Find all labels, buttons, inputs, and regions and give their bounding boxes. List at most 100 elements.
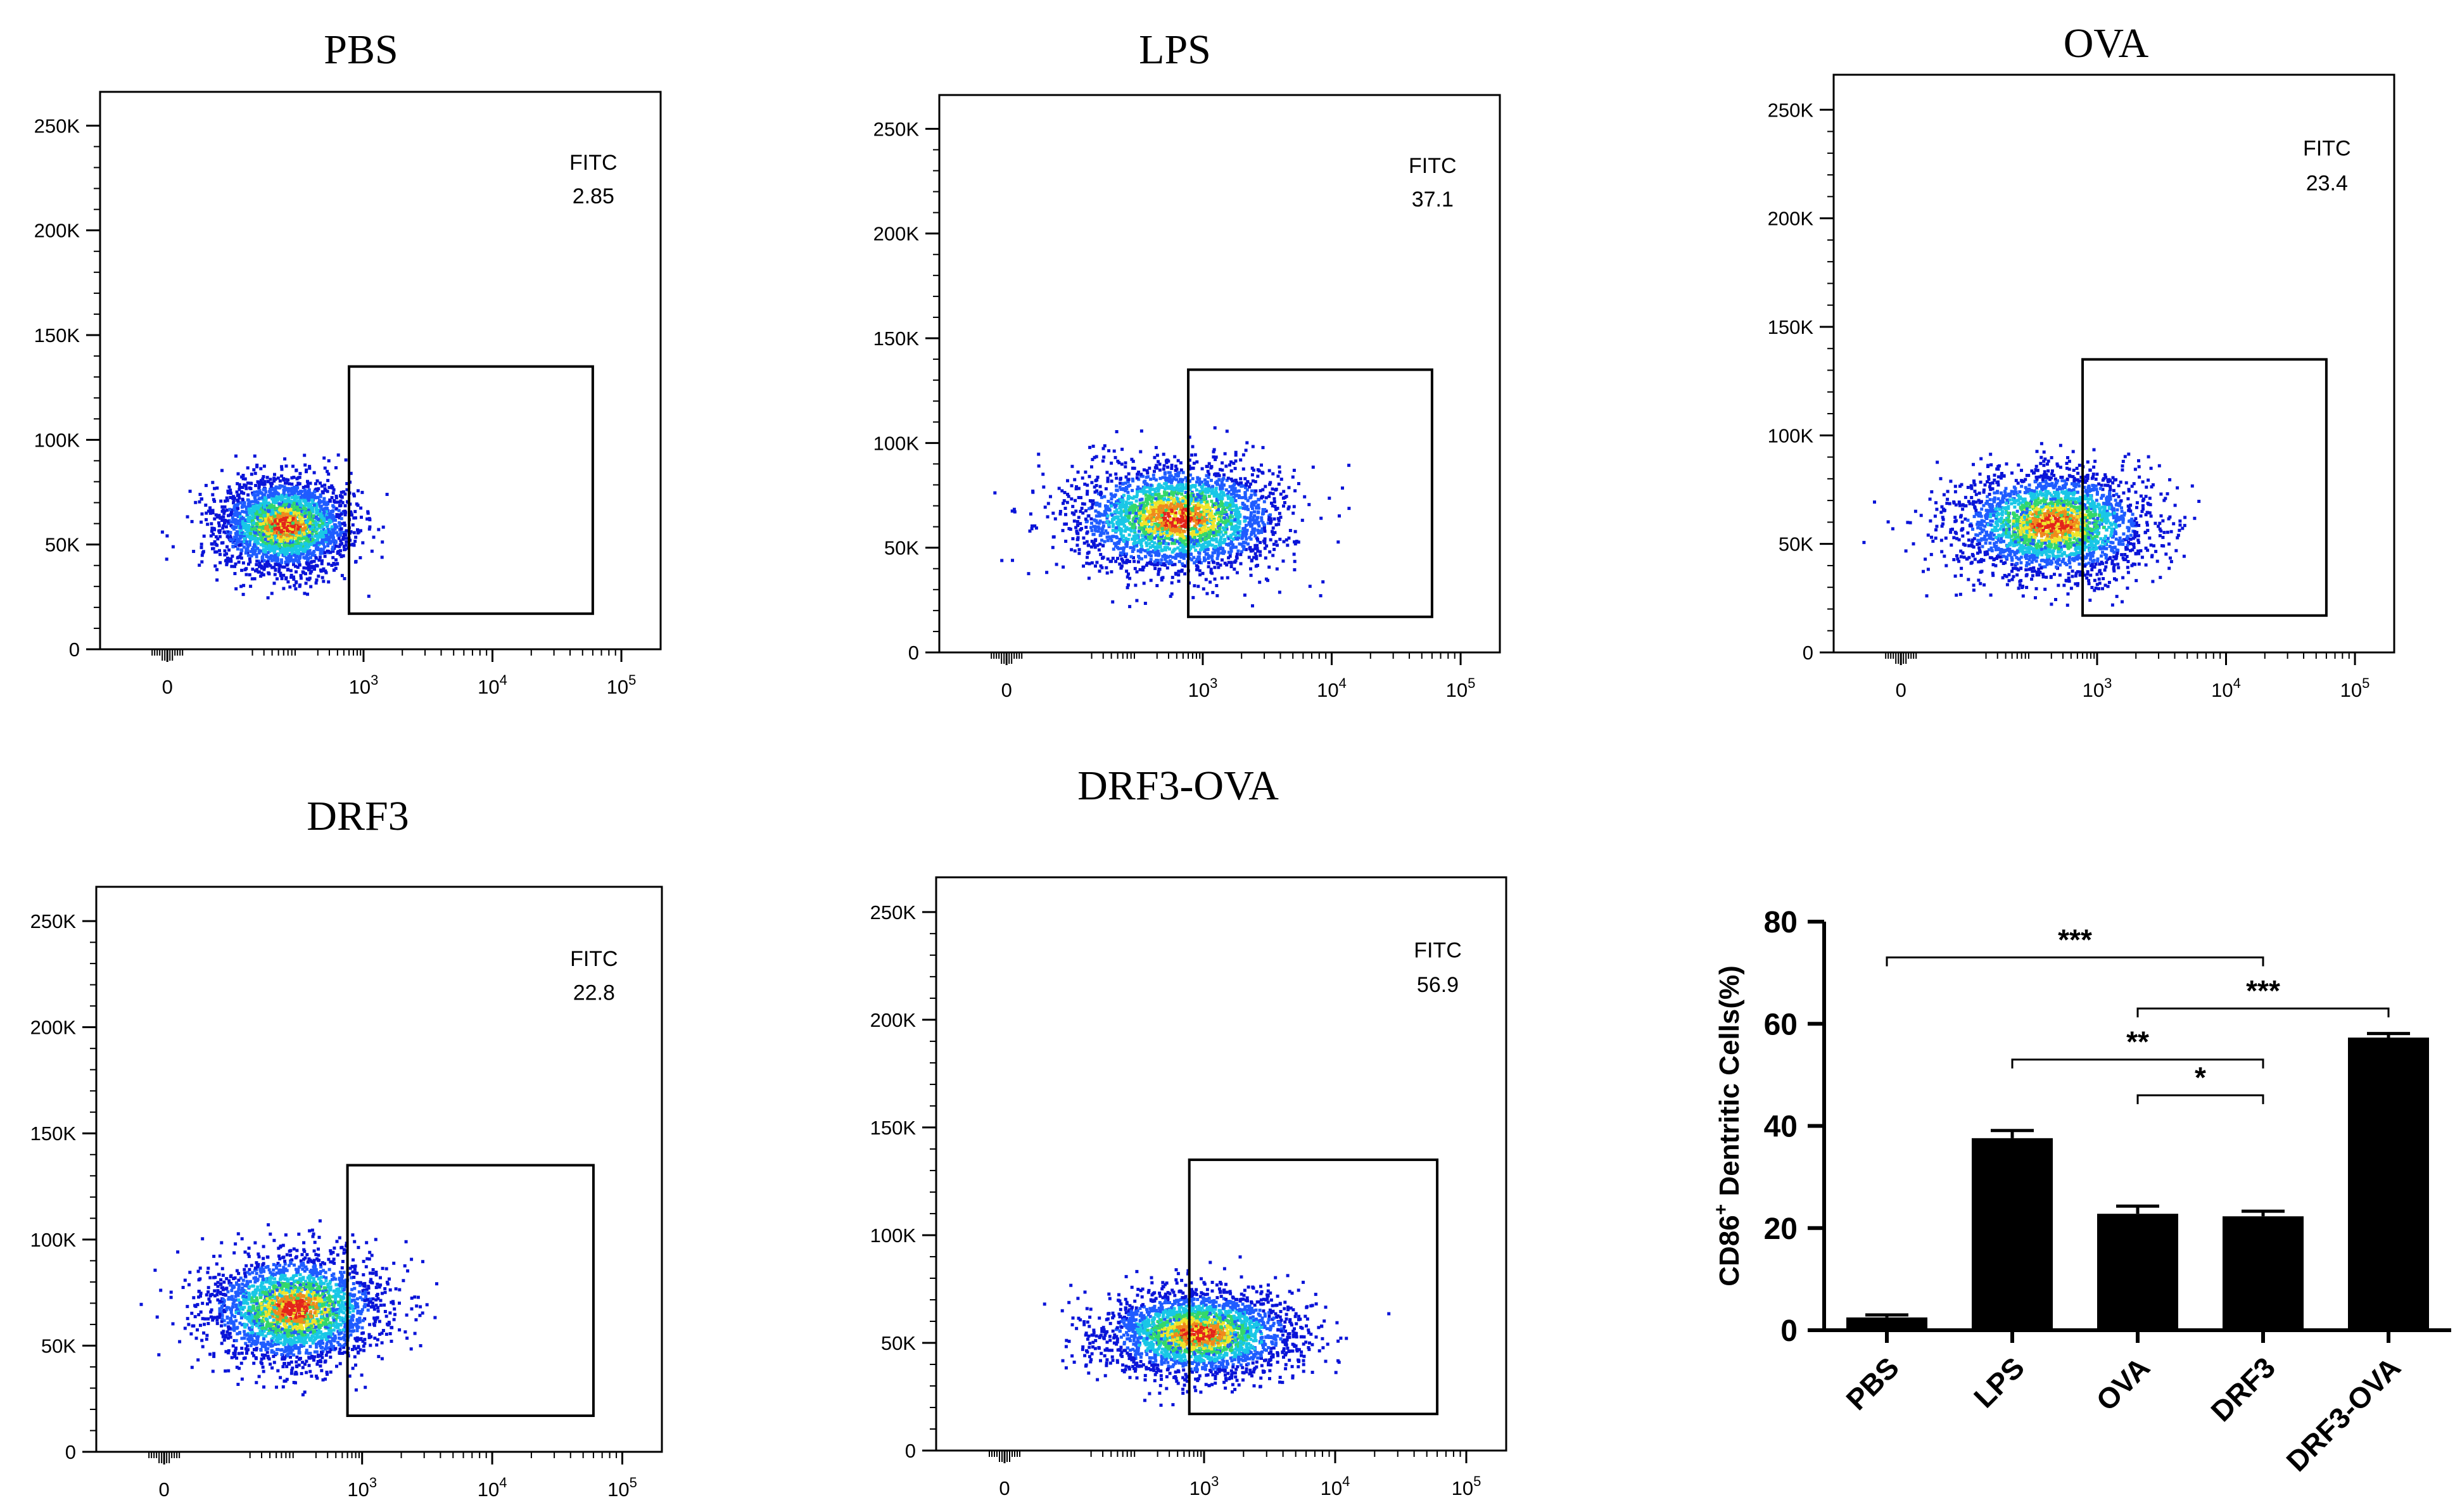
scatter-point — [1229, 565, 1233, 568]
scatter-point — [359, 529, 362, 533]
scatter-point — [327, 472, 331, 476]
x-tick-base: 10 — [478, 676, 499, 698]
scatter-point — [225, 562, 229, 566]
scatter-point — [343, 533, 346, 536]
scatter-point — [1115, 488, 1119, 492]
scatter-point — [298, 472, 302, 476]
scatter-point — [1157, 483, 1161, 486]
scatter-point — [227, 548, 231, 552]
scatter-point — [1293, 530, 1297, 533]
scatter-point — [296, 492, 300, 495]
scatter-point — [1107, 449, 1111, 453]
scatter-point — [302, 566, 306, 570]
scatter-point — [1097, 548, 1101, 552]
scatter-point — [1098, 533, 1102, 537]
scatter-point — [243, 510, 247, 514]
scatter-point — [269, 538, 273, 542]
scatter-point — [1073, 549, 1077, 553]
scatter-point — [250, 512, 254, 516]
scatter-point — [1287, 505, 1291, 509]
scatter-point — [302, 532, 306, 536]
scatter-point — [1272, 547, 1276, 551]
scatter-point — [320, 576, 324, 580]
scatter-point — [277, 514, 281, 518]
scatter-point — [220, 505, 224, 509]
scatter-point — [274, 501, 277, 505]
scatter-point — [1148, 491, 1151, 494]
scatter-point — [1154, 446, 1158, 450]
scatter-point — [296, 495, 300, 499]
scatter-point — [1202, 587, 1205, 591]
scatter-point — [1171, 493, 1175, 497]
scatter-point — [1198, 569, 1202, 573]
scatter-point — [1165, 560, 1169, 564]
scatter-point — [1200, 504, 1203, 508]
scatter-point — [296, 486, 300, 490]
scatter-point — [333, 531, 336, 535]
scatter-point — [250, 577, 254, 581]
scatter-point — [190, 519, 194, 523]
scatter-point — [303, 492, 307, 495]
scatter-point — [1171, 539, 1175, 542]
scatter-point — [1132, 529, 1136, 533]
scatter-point — [1292, 552, 1296, 556]
scatter-point — [1134, 541, 1138, 545]
scatter-point — [289, 555, 293, 559]
scatter-point — [1170, 542, 1174, 545]
scatter-point — [1283, 501, 1286, 504]
scatter-point — [1037, 452, 1041, 456]
scatter-point — [339, 555, 343, 559]
scatter-point — [263, 496, 267, 500]
scatter-point — [1067, 495, 1070, 499]
scatter-point — [1134, 534, 1138, 538]
scatter-point — [1110, 461, 1113, 465]
scatter-point — [327, 530, 331, 534]
scatter-point — [344, 543, 348, 547]
scatter-point — [215, 550, 219, 554]
scatter-point — [1201, 571, 1205, 575]
scatter-point — [326, 469, 329, 473]
scatter-point — [1229, 492, 1233, 496]
scatter-point — [319, 552, 322, 556]
scatter-point — [338, 553, 342, 557]
scatter-point — [279, 564, 282, 568]
scatter-point — [257, 559, 261, 563]
scatter-point — [1229, 540, 1233, 544]
scatter-point — [1214, 505, 1217, 509]
scatter-point — [222, 518, 225, 522]
scatter-point — [290, 482, 294, 486]
scatter-point — [1229, 549, 1233, 553]
scatter-point — [1070, 484, 1074, 488]
scatter-point — [1176, 546, 1180, 550]
scatter-point — [306, 480, 309, 483]
scatter-point — [292, 560, 295, 564]
scatter-point — [307, 488, 311, 492]
scatter-point — [1179, 543, 1183, 547]
scatter-point — [286, 580, 290, 584]
scatter-point — [278, 485, 282, 488]
scatter-point — [216, 537, 220, 541]
scatter-point — [1234, 499, 1238, 502]
scatter-point — [1197, 519, 1201, 523]
scatter-point — [246, 530, 250, 534]
scatter-point — [1206, 487, 1210, 491]
scatter-point — [1264, 485, 1267, 488]
scatter-point — [311, 526, 315, 530]
x-tick-base: 0 — [162, 676, 173, 698]
scatter-point — [241, 561, 245, 565]
scatter-point — [228, 507, 232, 511]
scatter-point — [1153, 567, 1157, 570]
scatter-point — [247, 507, 251, 511]
scatter-point — [330, 525, 334, 529]
scatter-point — [1251, 507, 1254, 511]
scatter-point — [306, 552, 310, 556]
scatter-point — [1075, 543, 1079, 547]
scatter-point — [326, 509, 330, 512]
scatter-point — [1212, 560, 1215, 564]
scatter-point — [272, 581, 276, 585]
scatter-point — [377, 528, 381, 531]
scatter-point — [1224, 488, 1228, 492]
scatter-point — [1103, 540, 1107, 543]
scatter-point — [315, 564, 319, 568]
scatter-point — [222, 515, 225, 519]
